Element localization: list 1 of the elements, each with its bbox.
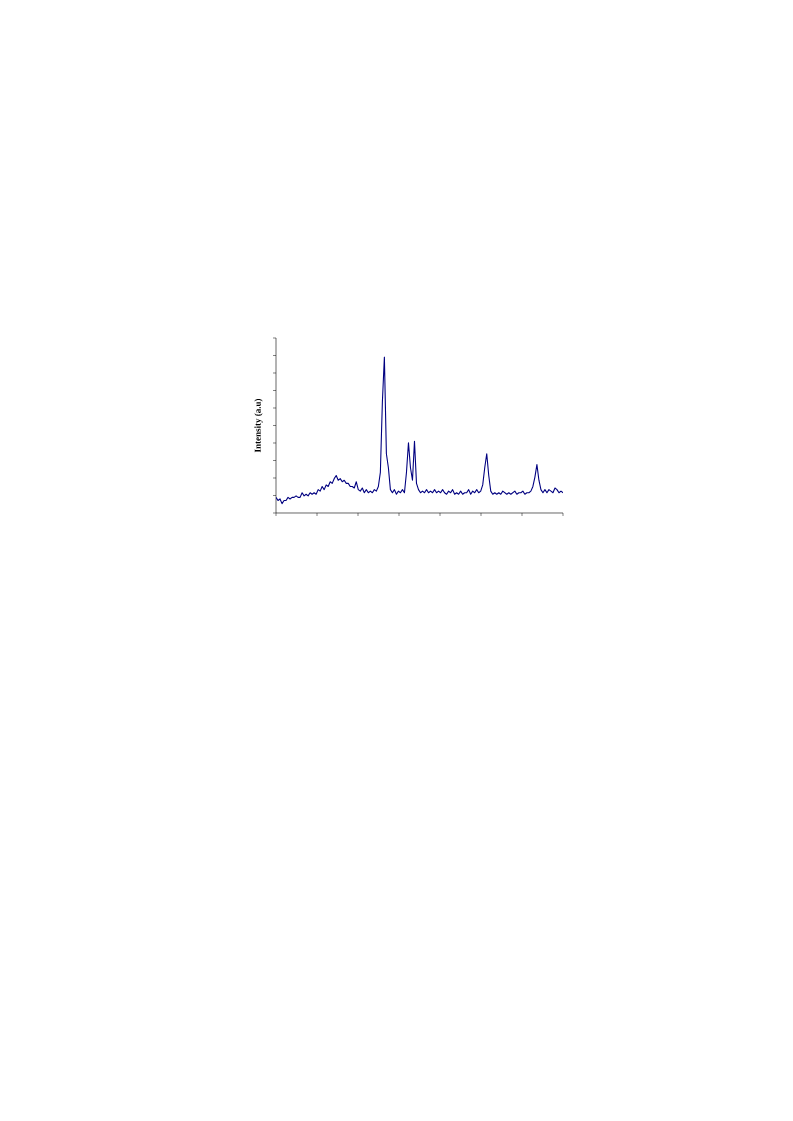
y-axis-title: Intensity (a.u) bbox=[254, 398, 263, 453]
